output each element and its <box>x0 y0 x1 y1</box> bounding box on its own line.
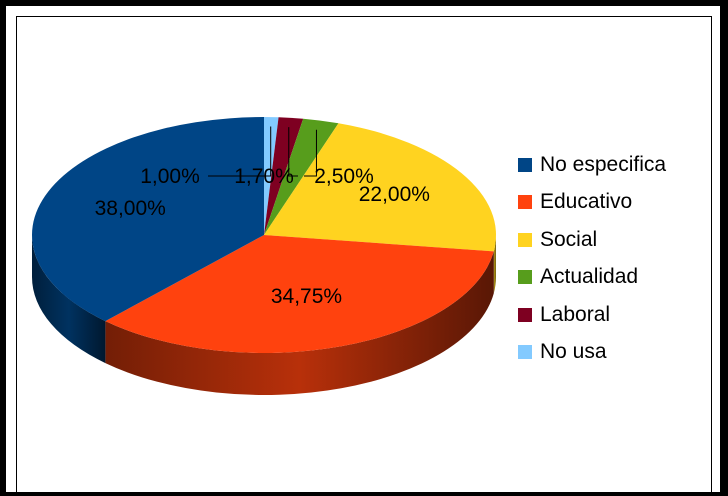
data-label-no-especifica: 38,00% <box>95 197 166 220</box>
legend-swatch <box>518 270 532 285</box>
legend-swatch <box>518 232 532 247</box>
legend-label: Educativo <box>540 190 633 214</box>
pie-side-social <box>493 235 496 294</box>
pie-slice-laboral <box>264 117 304 235</box>
pie-sides <box>32 235 496 395</box>
data-label-laboral: 1,70% <box>234 165 294 188</box>
legend-swatch <box>518 157 532 172</box>
data-label-actualidad: 2,50% <box>314 165 374 188</box>
pie-side-no-especifica <box>32 235 106 364</box>
legend-swatch <box>518 307 532 322</box>
legend-item-social: Social <box>518 221 666 259</box>
legend-item-educativo: Educativo <box>518 184 666 222</box>
legend-item-actualidad: Actualidad <box>518 259 666 297</box>
legend-swatch <box>518 345 532 360</box>
pie-leader-lines <box>208 126 317 177</box>
legend-label: Laboral <box>540 302 611 326</box>
pie-slice-educativo <box>105 235 494 353</box>
data-label-social: 22,00% <box>359 183 430 206</box>
pie-slice-no-especifica <box>32 117 264 322</box>
pie-slices <box>32 117 496 353</box>
pie-data-labels: 1,00% 1,70% 2,50%22,00% 34,75% 38,00% <box>95 165 430 308</box>
legend-label: Actualidad <box>540 265 639 289</box>
pie-slice-social <box>264 123 496 252</box>
pie-side-educativo <box>105 251 494 395</box>
pie-slice-no-usa <box>264 117 279 235</box>
leader-line <box>304 129 317 177</box>
legend-item-laboral: Laboral <box>518 296 666 334</box>
pie-slice-actualidad <box>264 118 339 235</box>
legend-label: No usa <box>540 340 607 364</box>
legend-item-no-especifica: No especifica <box>518 146 666 184</box>
chart-area-border <box>16 16 712 496</box>
legend-item-no-usa: No usa <box>518 334 666 372</box>
legend: No especifica Educativo Social Actualida… <box>518 146 666 371</box>
legend-swatch <box>518 195 532 210</box>
leader-line <box>288 127 298 177</box>
data-label-no-usa: 1,00% <box>140 165 200 188</box>
leader-line <box>208 126 272 177</box>
legend-label: No especifica <box>540 152 667 176</box>
legend-label: Social <box>540 227 598 251</box>
data-label-educativo: 34,75% <box>271 285 342 308</box>
